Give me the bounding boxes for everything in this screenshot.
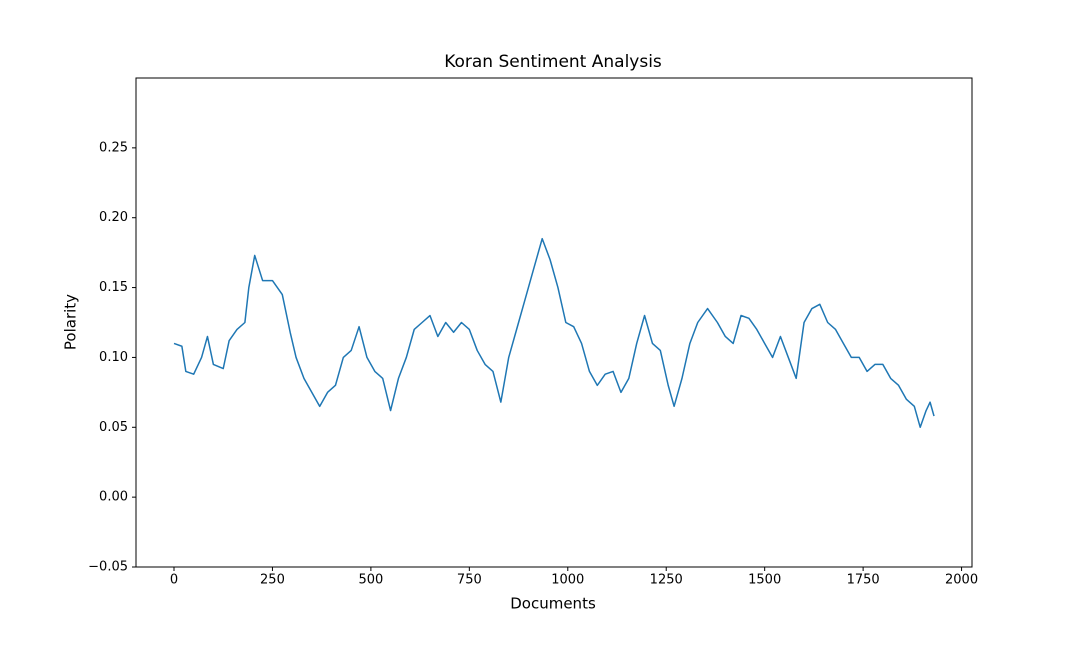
y-tick-label: 0.25 xyxy=(99,140,128,155)
x-tick-label: 1250 xyxy=(650,573,683,588)
y-tick-label: 0.05 xyxy=(99,420,128,435)
y-axis-label: Polarity xyxy=(62,294,80,350)
x-tick-label: 1750 xyxy=(847,573,880,588)
y-tick-label: 0.10 xyxy=(99,350,128,365)
chart-title: Koran Sentiment Analysis xyxy=(444,52,662,72)
x-tick-label: 1500 xyxy=(748,573,781,588)
x-axis-label: Documents xyxy=(510,595,596,613)
x-tick-label: 2000 xyxy=(945,573,978,588)
y-tick-label: −0.05 xyxy=(88,560,128,575)
x-tick-label: 750 xyxy=(457,573,482,588)
data-line xyxy=(173,237,935,429)
x-tick-label: 0 xyxy=(170,573,178,588)
x-tick-label: 1000 xyxy=(551,573,584,588)
x-tick-label: 500 xyxy=(358,573,383,588)
x-tick-label: 250 xyxy=(260,573,285,588)
y-tick-label: 0.15 xyxy=(99,280,128,295)
plot-frame xyxy=(135,77,973,568)
y-tick-label: 0.00 xyxy=(99,490,128,505)
y-tick-label: 0.20 xyxy=(99,210,128,225)
